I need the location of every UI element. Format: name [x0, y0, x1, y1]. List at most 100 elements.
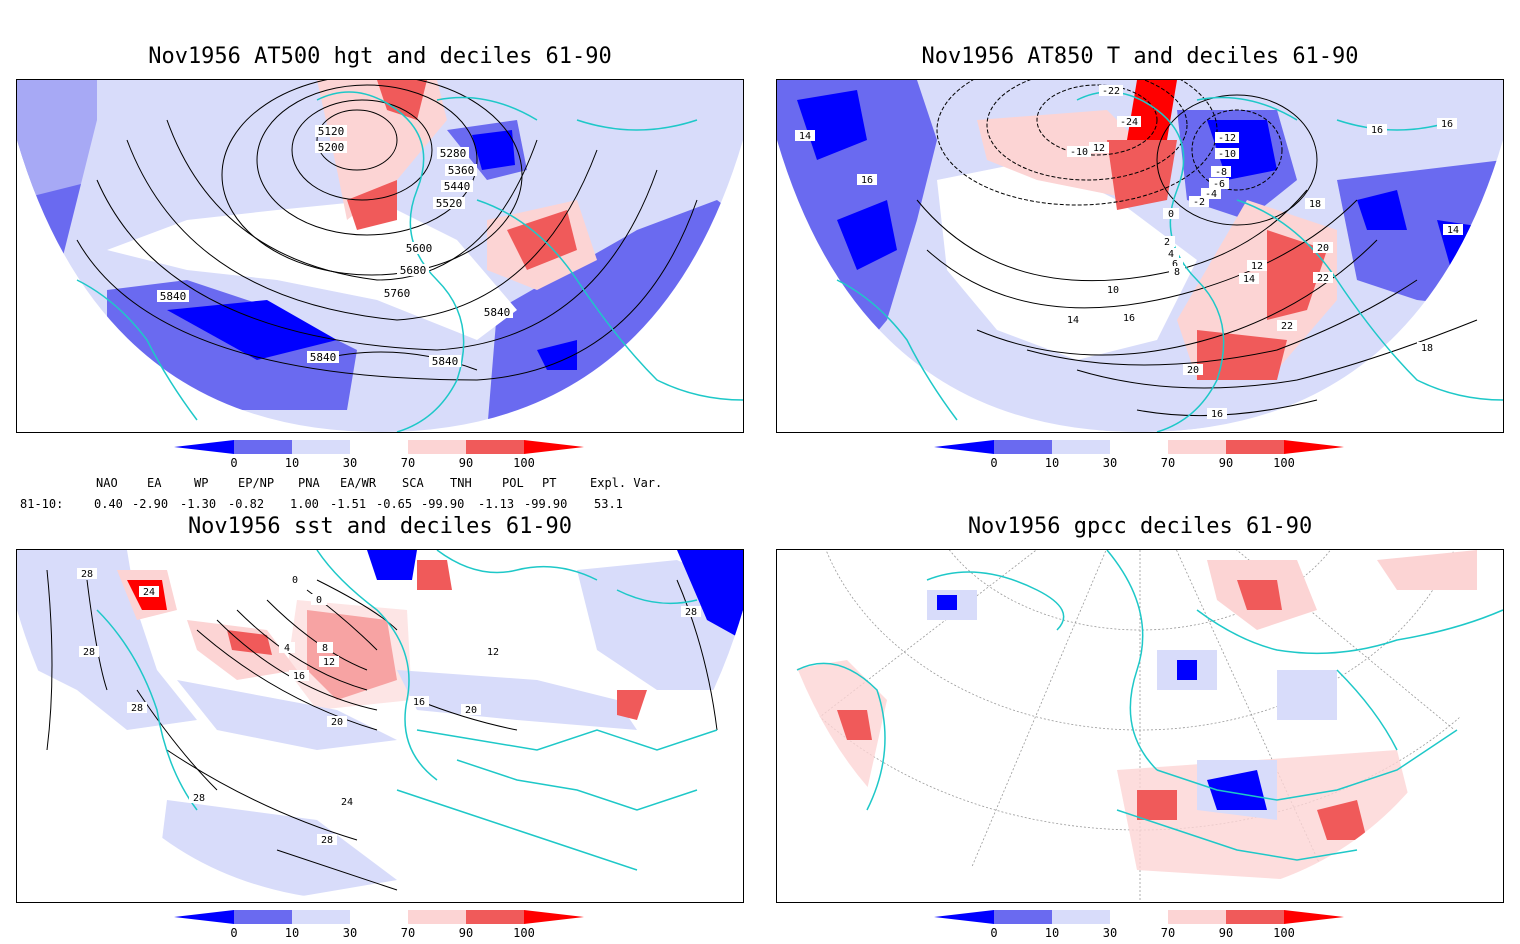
index-value: -99.90 — [524, 497, 567, 511]
colorbar-tick: 70 — [401, 456, 415, 470]
contour-label: 5760 — [384, 287, 411, 300]
colorbar-segment — [1284, 440, 1344, 454]
colorbar-tick: 0 — [990, 456, 997, 470]
index-header: EP/NP — [238, 476, 274, 490]
colorbar-tick: 30 — [343, 926, 357, 940]
colorbar-segment — [1110, 440, 1168, 454]
colorbar-sst: 0 10 30 70 90 100 — [174, 910, 586, 940]
contour-label: 12 — [1093, 143, 1105, 154]
contour-label: 12 — [323, 657, 335, 668]
colorbar-tick: 100 — [513, 456, 535, 470]
map-panel-t850: -22 -24 -10 12 -12 -10 -8 -6 -4 -2 0 2 4… — [776, 79, 1504, 433]
colorbar-tick: 70 — [1161, 456, 1175, 470]
contour-label: 16 — [1123, 313, 1135, 324]
indices-table: NAO EA WP EP/NP PNA EA/WR SCA TNH POL PT… — [16, 474, 696, 514]
colorbar-segment — [994, 910, 1052, 924]
contour-label: 16 — [1371, 125, 1383, 136]
colorbar-hgt: 0 10 30 70 90 100 — [174, 440, 586, 470]
contour-label: 22 — [1281, 321, 1293, 332]
colorbar-tick: 70 — [1161, 926, 1175, 940]
contour-label: 28 — [321, 835, 333, 846]
colorbar-t850: 0 10 30 70 90 100 — [934, 440, 1346, 470]
colorbar-segment — [524, 910, 584, 924]
contour-label: -8 — [1215, 167, 1227, 178]
contour-label: 5840 — [160, 290, 187, 303]
index-value: -0.82 — [228, 497, 264, 511]
colorbar-tick: 0 — [990, 926, 997, 940]
index-header: EA — [147, 476, 162, 490]
colorbar-segment — [466, 440, 524, 454]
colorbar-tick: 90 — [1219, 456, 1233, 470]
contour-label: 16 — [1441, 119, 1453, 130]
index-header: PT — [542, 476, 556, 490]
contour-label: -22 — [1102, 86, 1120, 97]
contour-label: 5200 — [318, 141, 345, 154]
contour-label: -12 — [1218, 133, 1236, 144]
colorbar-segment — [1110, 910, 1168, 924]
colorbar-tick: 10 — [285, 926, 299, 940]
contour-label: -4 — [1205, 189, 1217, 200]
colorbar-segment — [174, 910, 234, 924]
contour-label: 14 — [1067, 315, 1079, 326]
contour-label: 20 — [1187, 365, 1199, 376]
contour-label: 28 — [83, 647, 95, 658]
colorbar-segment — [234, 440, 292, 454]
index-header: PNA — [298, 476, 320, 490]
contour-label: 20 — [465, 705, 477, 716]
contour-label: 14 — [1447, 225, 1459, 236]
index-header: WP — [194, 476, 208, 490]
colorbar-tick: 90 — [459, 926, 473, 940]
contour-label: 0 — [316, 595, 322, 606]
contour-label: 18 — [1421, 343, 1433, 354]
contour-label: -24 — [1120, 117, 1138, 128]
index-header: Expl. Var. — [590, 476, 662, 490]
index-value: -1.13 — [478, 497, 514, 511]
colorbar-tick: 100 — [1273, 926, 1295, 940]
contour-label: 8 — [322, 643, 328, 654]
contour-label: 16 — [413, 697, 425, 708]
colorbar-segment — [1052, 440, 1110, 454]
colorbar-segment — [234, 910, 292, 924]
contour-label: -6 — [1213, 179, 1225, 190]
contour-label: 20 — [331, 717, 343, 728]
index-header: TNH — [450, 476, 472, 490]
contour-label: 12 — [1251, 261, 1263, 272]
colorbar-segment — [934, 910, 994, 924]
contour-label: 28 — [193, 793, 205, 804]
colorbar-tick: 30 — [1103, 926, 1117, 940]
index-header: SCA — [402, 476, 424, 490]
colorbar-gpcc: 0 10 30 70 90 100 — [934, 910, 1346, 940]
contour-label: 24 — [143, 587, 155, 598]
panel-title-t850: Nov1956 AT850 T and deciles 61-90 — [921, 44, 1359, 69]
colorbar-tick: 10 — [1045, 456, 1059, 470]
index-header: NAO — [96, 476, 118, 490]
colorbar-segment — [524, 440, 584, 454]
contour-label: 5840 — [432, 355, 459, 368]
contour-label: 16 — [293, 671, 305, 682]
contour-label: 8 — [1174, 267, 1180, 278]
contour-label: 5600 — [406, 242, 433, 255]
panel-title-hgt: Nov1956 AT500 hgt and deciles 61-90 — [148, 44, 612, 69]
contour-label: 14 — [799, 131, 811, 142]
colorbar-segment — [350, 910, 408, 924]
map-panel-sst: 28 24 28 28 0 0 4 8 12 16 20 24 28 28 12… — [16, 549, 744, 903]
contour-label: -10 — [1218, 149, 1236, 160]
index-value: 1.00 — [290, 497, 319, 511]
colorbar-segment — [1226, 910, 1284, 924]
colorbar-tick: 90 — [459, 456, 473, 470]
contour-label: 5840 — [310, 351, 337, 364]
colorbar-tick: 70 — [401, 926, 415, 940]
colorbar-segment — [408, 910, 466, 924]
contour-label: 16 — [861, 175, 873, 186]
index-value: 53.1 — [594, 497, 623, 511]
contour-label: 28 — [81, 569, 93, 580]
colorbar-segment — [1052, 910, 1110, 924]
colorbar-segment — [292, 910, 350, 924]
colorbar-segment — [174, 440, 234, 454]
index-header: POL — [502, 476, 524, 490]
map-panel-gpcc — [776, 549, 1504, 903]
contour-label: 16 — [1211, 409, 1223, 420]
index-header: EA/WR — [340, 476, 377, 490]
contour-label: 22 — [1317, 273, 1329, 284]
colorbar-segment — [1226, 440, 1284, 454]
